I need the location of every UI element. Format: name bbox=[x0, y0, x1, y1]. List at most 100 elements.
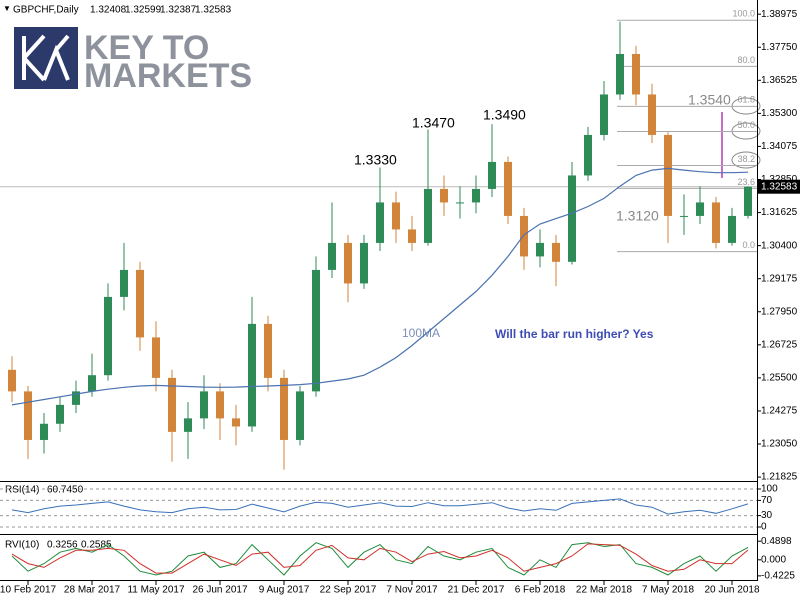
x-tick-label: 22 Mar 2018 bbox=[576, 585, 633, 596]
candle-body bbox=[200, 391, 208, 419]
candle-body bbox=[280, 377, 288, 440]
candle-body bbox=[424, 188, 432, 243]
indicator-name: RVI(10) bbox=[5, 540, 39, 551]
indicator-line bbox=[11, 498, 749, 515]
x-tick-label: 10 Feb 2017 bbox=[0, 585, 57, 596]
candle-body bbox=[744, 186, 752, 216]
candle-body bbox=[40, 423, 48, 440]
candle-body bbox=[504, 161, 512, 216]
x-tick-label: 21 Dec 2017 bbox=[448, 585, 505, 596]
candle-body bbox=[664, 134, 672, 216]
y-tick-label: 30 bbox=[761, 510, 773, 521]
x-tick-label: 20 Jun 2018 bbox=[704, 585, 759, 596]
y-tick-label: 1.21825 bbox=[761, 472, 798, 483]
candle-body bbox=[568, 175, 576, 262]
symbol: GBPCHF,Daily bbox=[13, 5, 79, 16]
ma-line bbox=[11, 167, 749, 406]
y-tick-label: 1.38975 bbox=[761, 9, 798, 20]
candle-body bbox=[136, 269, 144, 338]
y-tick-label: 1.27950 bbox=[761, 306, 798, 317]
candle-body bbox=[120, 269, 128, 297]
x-tick-label: 26 Jun 2017 bbox=[192, 585, 247, 596]
candle-body bbox=[312, 269, 320, 392]
candle-body bbox=[488, 161, 496, 189]
annotation: 1.3120 bbox=[616, 208, 659, 224]
candle-body bbox=[72, 391, 80, 405]
quote: 1.32599 bbox=[125, 5, 162, 16]
indicator-line bbox=[11, 543, 749, 574]
candle-body bbox=[88, 375, 96, 392]
y-tick-label: 0.4898 bbox=[761, 536, 792, 547]
candle-body bbox=[56, 404, 64, 424]
y-tick-label: 1.31625 bbox=[761, 207, 798, 218]
fib-label: 100.0 bbox=[732, 9, 755, 19]
candle-body bbox=[696, 202, 704, 216]
price-tag bbox=[757, 179, 800, 194]
quote: 1.32583 bbox=[195, 5, 232, 16]
y-tick-label: 1.26725 bbox=[761, 339, 798, 350]
candle-body bbox=[392, 202, 400, 230]
y-tick-label: 1.29175 bbox=[761, 273, 798, 284]
x-tick-label: 28 Mar 2017 bbox=[64, 585, 121, 596]
y-tick-label: 1.35300 bbox=[761, 108, 798, 119]
candle-body bbox=[184, 418, 192, 432]
annotation: 1.3540 bbox=[688, 92, 731, 108]
y-tick-label: 1.25500 bbox=[761, 373, 798, 384]
y-tick-label: -0.4225 bbox=[761, 571, 795, 582]
collapse-icon: ▼ bbox=[3, 4, 11, 13]
candle-body bbox=[216, 391, 224, 419]
logo-text: MARKETS bbox=[84, 57, 252, 95]
logo: KEY TO MARKETS bbox=[14, 27, 252, 95]
fib-label: 0.0 bbox=[742, 240, 755, 250]
y-tick-label: 1.32850 bbox=[761, 174, 798, 185]
fib-label: 50.0 bbox=[737, 120, 755, 130]
candle-body bbox=[632, 53, 640, 95]
fib-label: 23.6 bbox=[737, 177, 755, 187]
indicator-name: RSI(14) bbox=[5, 485, 39, 496]
x-tick-label: 9 Aug 2017 bbox=[259, 585, 310, 596]
indicator-value: 60.7450 bbox=[47, 485, 84, 496]
candle-body bbox=[328, 242, 336, 270]
annotation: 1.3470 bbox=[412, 115, 455, 131]
candle-body bbox=[616, 53, 624, 95]
y-tick-label: 70 bbox=[761, 495, 773, 506]
candle-body bbox=[520, 215, 528, 257]
fib-label: 80.0 bbox=[737, 55, 755, 65]
price-tag-label: 1.32583 bbox=[761, 181, 798, 192]
candle-body bbox=[360, 242, 368, 284]
indicator-line bbox=[11, 542, 749, 576]
quote: 1.32408 bbox=[90, 5, 127, 16]
y-tick-label: 1.23050 bbox=[761, 439, 798, 450]
quote: 1.32387 bbox=[160, 5, 197, 16]
annotation: 1.3330 bbox=[354, 152, 397, 168]
y-tick-label: 0 bbox=[761, 522, 767, 533]
y-tick-label: 1.37750 bbox=[761, 42, 798, 53]
candle-body bbox=[248, 323, 256, 427]
candle-body bbox=[536, 242, 544, 257]
candle-body bbox=[648, 94, 656, 135]
fib-label: 38.2 bbox=[737, 154, 755, 164]
y-tick-label: 0.000 bbox=[761, 554, 786, 565]
candle-body bbox=[728, 215, 736, 243]
x-tick-label: 7 May 2018 bbox=[642, 585, 695, 596]
x-tick-label: 11 May 2017 bbox=[127, 585, 185, 596]
fib-label: 61.8 bbox=[737, 95, 755, 105]
candle-body bbox=[264, 323, 272, 378]
candle-body bbox=[712, 202, 720, 243]
candle-body bbox=[680, 215, 688, 217]
indicator-value: 0.2585 bbox=[81, 540, 112, 551]
candle-body bbox=[552, 242, 560, 262]
candle-body bbox=[408, 229, 416, 243]
logo-text: KEY TO bbox=[84, 29, 209, 67]
candle-body bbox=[584, 134, 592, 176]
candle-body bbox=[600, 94, 608, 135]
candle-body bbox=[440, 188, 448, 203]
x-tick-label: 6 Feb 2018 bbox=[515, 585, 566, 596]
y-tick-label: 1.36525 bbox=[761, 75, 798, 86]
candle-body bbox=[376, 202, 384, 243]
logo-icon bbox=[22, 34, 70, 82]
y-tick-label: 100 bbox=[761, 484, 778, 495]
candle-body bbox=[232, 418, 240, 427]
x-tick-label: 22 Sep 2017 bbox=[320, 585, 377, 596]
candle-body bbox=[344, 242, 352, 284]
